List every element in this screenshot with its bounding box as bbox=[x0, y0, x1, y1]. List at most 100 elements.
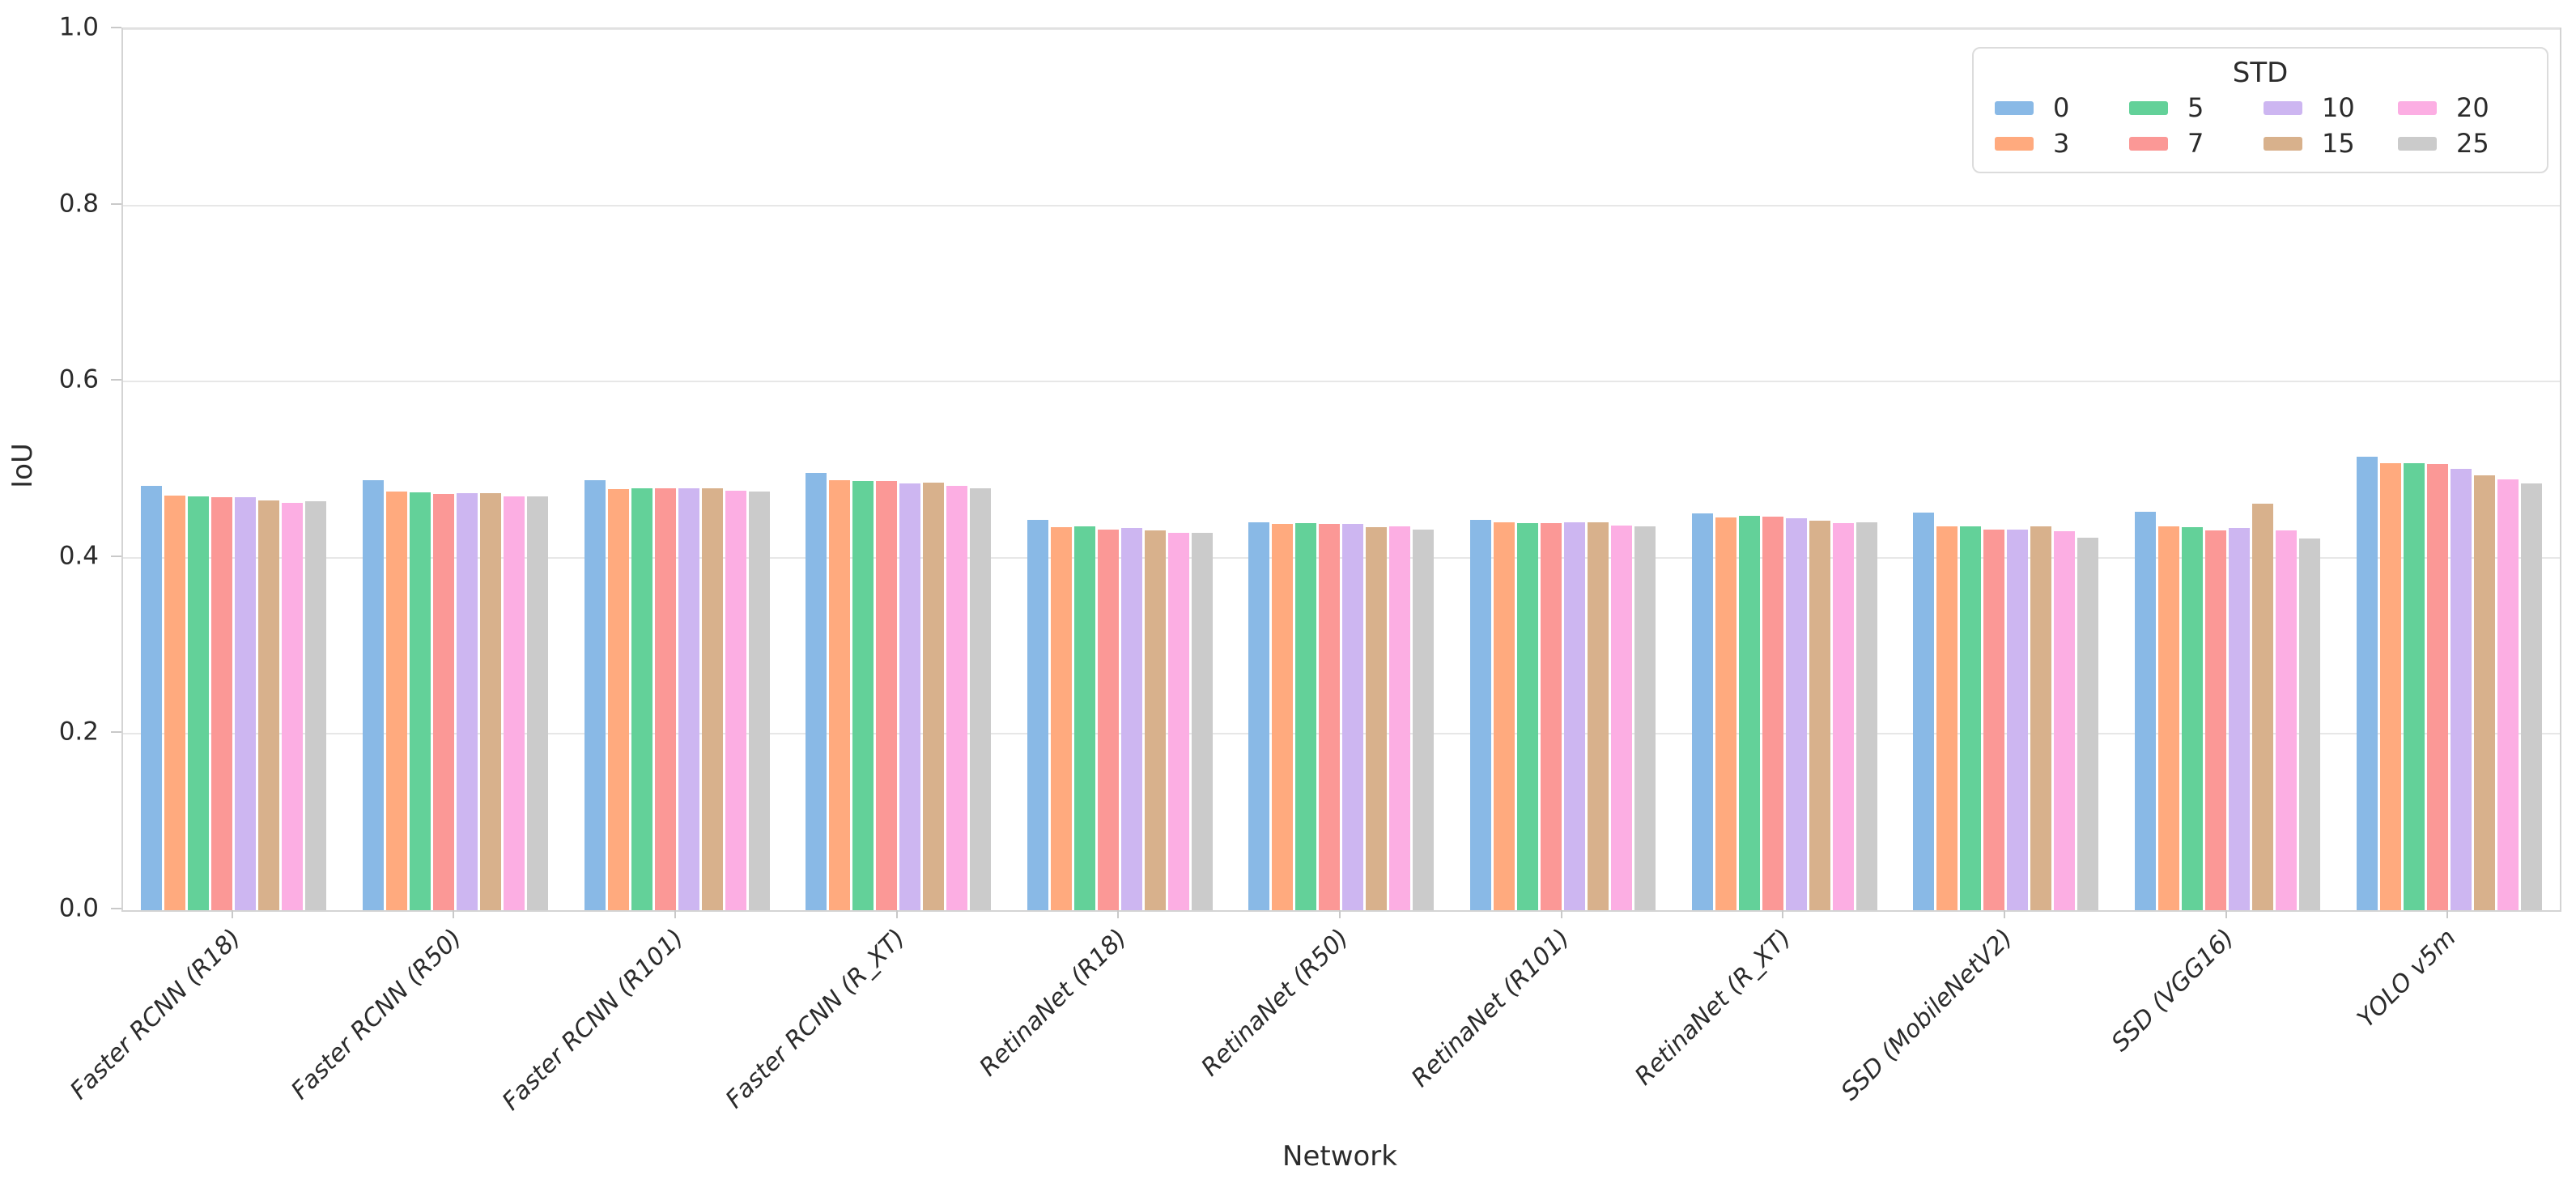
bar bbox=[2473, 475, 2495, 910]
bar bbox=[2520, 483, 2542, 910]
bar bbox=[631, 487, 653, 910]
legend-item: 0 bbox=[1995, 94, 2123, 121]
x-tick-mark bbox=[453, 910, 455, 918]
legend-label: 25 bbox=[2456, 128, 2489, 159]
bar bbox=[1295, 523, 1317, 910]
bar bbox=[2497, 479, 2519, 910]
bar bbox=[1120, 527, 1142, 910]
legend-item: 5 bbox=[2129, 94, 2257, 121]
legend-swatch bbox=[2398, 100, 2437, 115]
bar bbox=[1691, 513, 1713, 910]
bar bbox=[1983, 529, 2005, 910]
bar bbox=[1936, 526, 1958, 910]
x-tick-label: SSD (VGG16) bbox=[2106, 923, 2240, 1058]
y-tick-mark bbox=[111, 379, 121, 381]
x-tick-mark bbox=[2225, 910, 2227, 918]
bar bbox=[305, 501, 327, 910]
bar bbox=[479, 493, 501, 910]
y-axis-title: IoU bbox=[6, 443, 39, 488]
y-tick-label: 1.0 bbox=[58, 12, 99, 42]
legend-label: 0 bbox=[2053, 92, 2070, 123]
bar bbox=[2426, 464, 2448, 910]
legend-label: 3 bbox=[2053, 128, 2070, 159]
x-tick-label: RetinaNet (R_XT) bbox=[1630, 923, 1797, 1092]
bar bbox=[1715, 517, 1736, 910]
bar bbox=[1564, 522, 1586, 910]
bar bbox=[1785, 517, 1807, 910]
x-tick-label: Faster RCNN (R_XT) bbox=[720, 923, 912, 1114]
bar bbox=[2077, 537, 2099, 910]
x-tick-mark bbox=[231, 910, 233, 918]
bar bbox=[141, 485, 163, 910]
bar bbox=[748, 492, 770, 910]
x-tick-label: RetinaNet (R101) bbox=[1406, 923, 1575, 1093]
x-tick-label: RetinaNet (R50) bbox=[1195, 923, 1354, 1083]
bar bbox=[1541, 523, 1562, 910]
bar bbox=[806, 473, 827, 910]
bar bbox=[1762, 516, 1783, 910]
bar bbox=[385, 492, 407, 910]
bar bbox=[2007, 529, 2029, 910]
bar bbox=[1144, 530, 1166, 910]
y-tick-mark bbox=[111, 731, 121, 734]
bar-group bbox=[788, 29, 1010, 910]
legend-label: 20 bbox=[2456, 92, 2489, 123]
bar bbox=[211, 496, 233, 910]
bar bbox=[584, 480, 606, 910]
bar-group bbox=[2117, 29, 2339, 910]
x-tick-label: Faster RCNN (R101) bbox=[496, 923, 690, 1117]
gridline bbox=[123, 556, 2560, 559]
bar bbox=[2276, 530, 2298, 910]
x-tick-label: SSD (MobileNetV2) bbox=[1835, 923, 2019, 1106]
bar bbox=[1517, 523, 1539, 910]
bar bbox=[1855, 522, 1877, 910]
x-tick-mark bbox=[1560, 910, 1562, 918]
bar bbox=[235, 496, 257, 910]
bar-group bbox=[1673, 29, 1895, 910]
x-tick-mark bbox=[2003, 910, 2005, 918]
bar bbox=[2030, 526, 2052, 910]
bar bbox=[2135, 512, 2157, 910]
bar bbox=[1366, 526, 1388, 910]
bar bbox=[1611, 525, 1633, 910]
bar bbox=[876, 481, 898, 910]
bar bbox=[1167, 533, 1189, 910]
legend-item: 10 bbox=[2264, 94, 2391, 121]
legend-item: 7 bbox=[2129, 130, 2257, 157]
bar bbox=[899, 483, 921, 910]
legend-swatch bbox=[2264, 136, 2302, 151]
bar bbox=[923, 483, 945, 910]
legend-label: 5 bbox=[2187, 92, 2204, 123]
x-tick-label: RetinaNet (R18) bbox=[974, 923, 1133, 1083]
bar bbox=[164, 495, 186, 910]
bar bbox=[1960, 526, 1982, 910]
bar bbox=[1027, 520, 1048, 910]
bar bbox=[1073, 526, 1095, 910]
bar-group bbox=[1010, 29, 1231, 910]
bar bbox=[2356, 456, 2378, 910]
bar bbox=[701, 487, 723, 910]
bar bbox=[1832, 523, 1854, 910]
bar-group bbox=[2338, 29, 2560, 910]
bar bbox=[1272, 524, 1294, 910]
y-tick-mark bbox=[111, 27, 121, 28]
legend-item: 3 bbox=[1995, 130, 2123, 157]
y-tick-mark bbox=[111, 555, 121, 557]
bar bbox=[678, 487, 699, 910]
bar-group bbox=[566, 29, 788, 910]
bar bbox=[725, 491, 746, 910]
bar bbox=[2299, 538, 2321, 910]
y-tick-label: 0.6 bbox=[58, 364, 99, 394]
gridline bbox=[123, 28, 2560, 30]
bar bbox=[1097, 529, 1119, 910]
bar bbox=[1809, 521, 1830, 910]
bar bbox=[362, 480, 384, 910]
gridline bbox=[123, 733, 2560, 735]
legend-swatch bbox=[2129, 136, 2168, 151]
bar bbox=[1413, 529, 1435, 910]
bar bbox=[1738, 515, 1760, 910]
bar bbox=[2450, 468, 2472, 910]
bar bbox=[409, 492, 431, 910]
legend-title: STD bbox=[2232, 57, 2289, 89]
legend-swatch bbox=[1995, 100, 2034, 115]
